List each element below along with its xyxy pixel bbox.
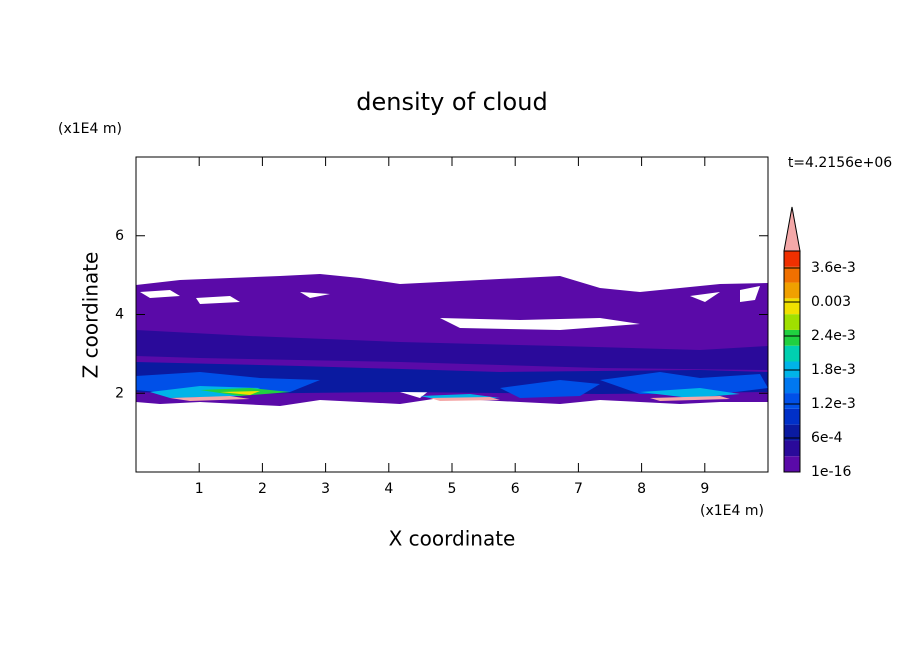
colorbar-band (784, 424, 800, 441)
x-tick-label: 9 (700, 481, 709, 497)
colorbar-label: 1.8e-3 (811, 362, 856, 378)
colorbar-label: 6e-4 (811, 430, 843, 446)
x-tick-label: 5 (448, 481, 457, 497)
colorbar-label: 2.4e-3 (811, 328, 856, 344)
chart-title: density of cloud (356, 88, 547, 116)
y-unit: (x1E4 m) (58, 121, 122, 137)
x-tick-label: 1 (195, 481, 204, 497)
colorbar-label: 0.003 (811, 294, 851, 310)
time-annotation: t=4.2156e+06 (788, 155, 892, 171)
colorbar-label: 3.6e-3 (811, 260, 856, 276)
colorbar-band (784, 361, 800, 378)
colorbar-label: 1e-16 (811, 464, 851, 480)
x-tick-label: 3 (321, 481, 330, 497)
colorbar-band (784, 393, 800, 409)
colorbar-band (784, 440, 800, 457)
x-tick-label: 4 (384, 481, 393, 497)
x-tick-label: 8 (637, 481, 646, 497)
colorbar-band (784, 251, 800, 267)
y-tick-label: 4 (115, 307, 124, 323)
x-unit: (x1E4 m) (700, 503, 764, 519)
colorbar-band (784, 456, 800, 472)
colorbar-band (784, 345, 800, 362)
x-axis-label: X coordinate (389, 527, 516, 551)
y-tick-label: 6 (115, 228, 124, 244)
contour-field (136, 274, 768, 406)
x-tick-label: 6 (511, 481, 520, 497)
colorbar-band (784, 298, 800, 315)
y-tick-label: 2 (115, 385, 124, 401)
x-tick-label: 2 (258, 481, 267, 497)
colorbar-band (784, 408, 800, 425)
colorbar-band (784, 282, 800, 299)
colorbar-band (784, 329, 800, 346)
y-axis-label: Z coordinate (79, 252, 103, 379)
colorbar-band (784, 377, 800, 394)
colorbar-label: 1.2e-3 (811, 396, 856, 412)
colorbar-band (784, 314, 800, 330)
colorbar-extend (783, 206, 801, 252)
x-tick-label: 7 (574, 481, 583, 497)
colorbar-band (784, 266, 800, 283)
